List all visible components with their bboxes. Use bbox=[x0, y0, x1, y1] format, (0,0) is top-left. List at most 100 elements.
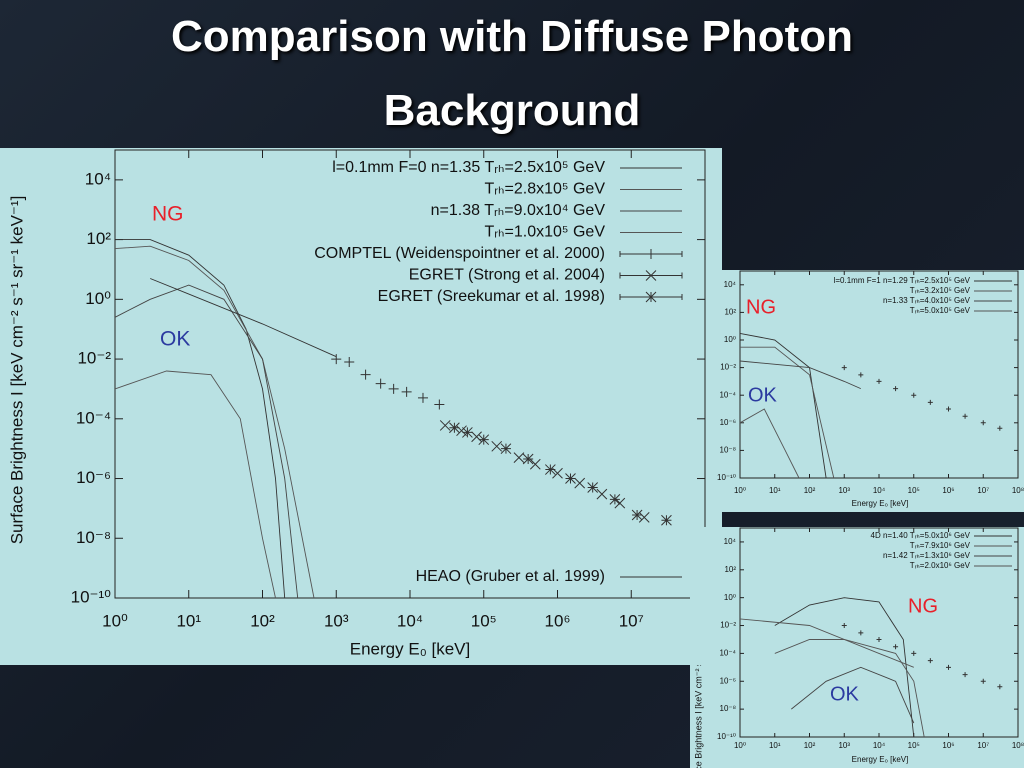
x-tick-label: 10⁶ bbox=[942, 741, 954, 750]
y-tick-label: 10⁻⁴ bbox=[76, 408, 111, 427]
curve bbox=[739, 618, 914, 668]
x-tick-label: 10⁷ bbox=[977, 486, 989, 495]
y-axis-label: Surface Brightness I [keV cm⁻² s⁻¹ sr⁻¹ … bbox=[7, 196, 26, 545]
data-point bbox=[417, 392, 428, 403]
y-tick-label: 10⁻⁶ bbox=[76, 468, 111, 487]
data-point bbox=[500, 443, 512, 455]
data-point bbox=[858, 372, 864, 378]
data-point bbox=[962, 413, 968, 419]
data-point bbox=[638, 512, 650, 523]
x-tick-label: 10⁰ bbox=[734, 741, 746, 750]
legend-label: Tᵣₕ=1.0x10⁵ GeV bbox=[484, 224, 605, 241]
x-tick-label: 10⁵ bbox=[471, 611, 497, 630]
data-point bbox=[946, 406, 951, 412]
side-chart: 10⁰ 10¹ 10² 10³ 10⁴ 10⁵ 10⁶ 10⁷ 10⁸ 10⁴ 10² 10⁰ 10⁻²… bbox=[712, 270, 1024, 512]
plot-area bbox=[739, 270, 1019, 479]
y-tick-label: 10² bbox=[86, 229, 111, 248]
data-point bbox=[980, 420, 986, 426]
data-point bbox=[911, 650, 917, 656]
data-point bbox=[927, 399, 933, 405]
y-tick-label: 10⁻¹⁰ bbox=[717, 473, 736, 482]
data-point bbox=[449, 422, 460, 434]
curve bbox=[114, 370, 276, 599]
x-tick-label: 10⁶ bbox=[545, 611, 571, 630]
x-tick-label: 10⁸ bbox=[1012, 486, 1024, 495]
data-point bbox=[841, 365, 847, 371]
x-tick-label: 10⁶ bbox=[942, 486, 954, 495]
data-point bbox=[565, 473, 576, 484]
data-point bbox=[529, 458, 541, 470]
data-point bbox=[587, 482, 599, 493]
y-tick-label: 10⁻² bbox=[720, 621, 736, 630]
curve bbox=[774, 639, 925, 738]
legend-label: EGRET (Sreekumar et al. 1998) bbox=[378, 288, 605, 305]
legend-marker bbox=[619, 291, 683, 303]
y-tick-label: 10⁻⁸ bbox=[76, 528, 111, 547]
y-tick-label: 10⁻² bbox=[720, 363, 736, 372]
data-point bbox=[962, 672, 968, 678]
annotation: NG bbox=[908, 595, 938, 617]
annotation: NG bbox=[152, 203, 184, 226]
legend-marker bbox=[619, 270, 683, 281]
legend-label: Tᵣₕ=7.9x10⁶ GeV bbox=[910, 541, 971, 550]
data-point bbox=[631, 509, 643, 521]
x-tick-label: 10⁴ bbox=[873, 486, 886, 495]
curve bbox=[774, 597, 915, 738]
data-point bbox=[980, 678, 986, 684]
legend-label: Tᵣₕ=5.0x10⁵ GeV bbox=[910, 306, 971, 315]
y-tick-label: 10⁻⁶ bbox=[720, 676, 736, 685]
y-tick-label: 10⁻⁶ bbox=[720, 418, 736, 427]
annotation: OK bbox=[748, 384, 778, 406]
annotation: OK bbox=[830, 683, 860, 705]
x-tick-label: 10² bbox=[250, 611, 275, 630]
curve bbox=[150, 278, 337, 358]
plot-area bbox=[739, 527, 1019, 738]
y-tick-label: 10⁴ bbox=[724, 280, 737, 289]
data-point bbox=[841, 623, 847, 629]
curve bbox=[739, 332, 827, 479]
x-tick-label: 10¹ bbox=[176, 611, 201, 630]
data-point bbox=[331, 354, 342, 365]
legend-label: HEAO (Gruber et al. 1999) bbox=[416, 568, 605, 585]
data-point bbox=[574, 477, 586, 489]
legend-marker bbox=[619, 249, 683, 259]
data-point bbox=[434, 399, 445, 410]
data-point bbox=[946, 664, 951, 670]
y-tick-label: 10⁻⁸ bbox=[720, 704, 737, 713]
curve bbox=[114, 284, 299, 599]
legend-label: Tᵣₕ=2.0x10⁶ GeV bbox=[910, 561, 971, 570]
y-tick-label: 10⁻¹⁰ bbox=[717, 732, 736, 741]
y-axis-label: Surface Brightness I [keV cm⁻² s⁻¹ sr⁻¹ … bbox=[693, 608, 703, 768]
x-tick-label: 10¹ bbox=[769, 741, 781, 750]
main-chart: 10⁰ 10¹ 10² 10³ 10⁴ 10⁵ 10⁶ 10⁷ 10⁸10⁴10²10⁰10⁻²… bbox=[0, 148, 722, 665]
x-tick-label: 10⁰ bbox=[734, 486, 746, 495]
data-point bbox=[893, 644, 899, 650]
data-point bbox=[876, 378, 882, 384]
x-tick-label: 10⁵ bbox=[908, 486, 920, 495]
x-axis-label: Energy E₀ [keV] bbox=[852, 755, 909, 764]
y-tick-label: 10⁻⁴ bbox=[719, 649, 736, 658]
slide-title: Comparison with Diffuse Photon Backgroun… bbox=[171, 12, 853, 135]
annotation: OK bbox=[160, 328, 190, 351]
data-point bbox=[876, 636, 882, 642]
x-tick-label: 10³ bbox=[324, 611, 349, 630]
legend-label: l=0.1mm F=0 n=1.35 Tᵣₕ=2.5x10⁵ GeV bbox=[332, 159, 605, 176]
data-point bbox=[344, 356, 355, 367]
x-tick-label: 10³ bbox=[838, 486, 850, 495]
data-point bbox=[997, 684, 1003, 690]
data-point bbox=[893, 386, 899, 392]
curve bbox=[739, 360, 861, 390]
y-tick-label: 10⁻⁸ bbox=[720, 446, 737, 455]
x-tick-label: 10² bbox=[804, 741, 816, 750]
data-point bbox=[471, 431, 482, 443]
y-tick-label: 10⁻¹⁰ bbox=[71, 587, 112, 606]
x-tick-label: 10⁷ bbox=[619, 611, 644, 630]
legend-label: l=0.1mm F=1 n=1.29 Tᵣₕ=2.5x10⁵ GeV bbox=[834, 276, 971, 285]
data-point bbox=[513, 452, 525, 464]
legend-label: Tᵣₕ=2.8x10⁵ GeV bbox=[484, 181, 605, 198]
y-axis-label-clip: Surface Brightness I [keV cm⁻² s⁻¹ sr⁻¹ … bbox=[693, 608, 703, 768]
y-tick-label: 10² bbox=[724, 565, 736, 574]
curve bbox=[114, 245, 315, 599]
x-tick-label: 10² bbox=[804, 486, 816, 495]
y-tick-label: 10⁻² bbox=[77, 349, 111, 368]
